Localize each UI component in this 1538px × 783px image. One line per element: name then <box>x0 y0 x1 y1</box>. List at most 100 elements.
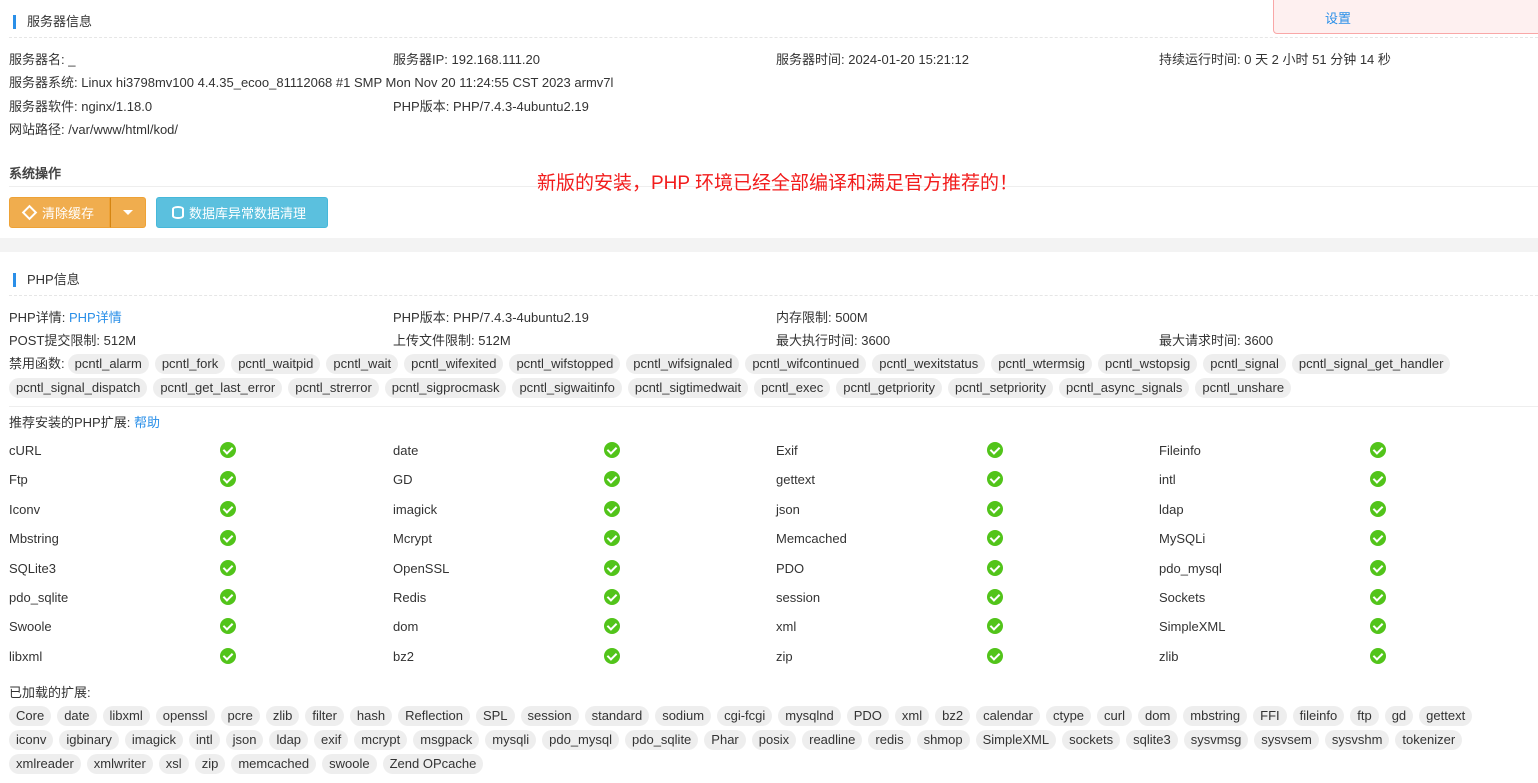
loaded-extension-tag: calendar <box>976 706 1040 726</box>
loaded-extension-tag: xmlwriter <box>86 754 153 774</box>
extension-name: MySQLi <box>1159 531 1206 547</box>
extension-name: libxml <box>9 648 43 664</box>
server-software: 服务器软件: nginx/1.18.0 <box>9 99 153 114</box>
loaded-extension-tag: xmlreader <box>9 754 81 774</box>
loaded-extension-tag: ctype <box>1045 706 1092 726</box>
check-icon <box>1370 559 1386 576</box>
check-icon <box>1370 442 1386 458</box>
php-detail-link[interactable]: PHP详情 <box>68 310 122 325</box>
extension-name: Fileinfo <box>1159 443 1201 458</box>
check-icon <box>987 530 1003 547</box>
annotation-text: 新版的安装，PHP 环境已经全部编译和满足官方推荐的！ <box>537 173 1019 194</box>
loaded-extension-tag: mysqli <box>485 730 537 750</box>
check-icon <box>987 442 1003 458</box>
extension-name: xml <box>776 619 797 635</box>
check-icon <box>1370 500 1386 517</box>
server-time: 服务器时间: 2024-01-20 15:21:12 <box>776 52 969 67</box>
loaded-extension-tag: dom <box>1137 706 1178 726</box>
loaded-extension-tag: bz2 <box>935 706 971 726</box>
loaded-extension-tag: posix <box>751 730 797 750</box>
loaded-extension-tag: openssl <box>155 706 215 726</box>
clear-cache-dropdown-button[interactable] <box>110 197 146 228</box>
db-clean-button[interactable]: 数据库异常数据清理 <box>156 197 328 228</box>
check-icon <box>604 559 620 576</box>
check-icon <box>987 647 1003 664</box>
extension-name: Mbstring <box>9 531 59 547</box>
loaded-extension-tag: fileinfo <box>1292 706 1345 726</box>
max-exec-time: 最大执行时间: 3600 <box>776 333 891 348</box>
loaded-extension-tag: zip <box>194 754 226 774</box>
loaded-extension-tag: FFI <box>1253 706 1287 726</box>
check-icon <box>604 500 620 517</box>
post-limit: POST提交限制: 512M <box>9 333 137 348</box>
check-icon <box>220 589 236 605</box>
php-info-title: PHP信息 <box>13 273 80 287</box>
check-icon <box>220 471 236 488</box>
extension-name: date <box>393 443 419 458</box>
check-icon <box>220 647 236 664</box>
loaded-extension-tag: filter <box>305 706 344 726</box>
extension-name: Iconv <box>9 501 41 517</box>
check-icon <box>987 618 1003 635</box>
loaded-extension-tag: PDO <box>846 706 889 726</box>
help-link[interactable]: 帮助 <box>133 415 160 430</box>
disabled-function-tag: pcntl_alarm <box>67 354 149 374</box>
loaded-extension-tag: gd <box>1384 706 1414 726</box>
divider <box>9 295 1538 296</box>
loaded-extension-tag: sodium <box>655 706 712 726</box>
loaded-extension-tag: shmop <box>916 730 970 750</box>
disabled-function-tag: pcntl_waitpid <box>231 354 321 374</box>
disabled-function-tag: pcntl_wait <box>326 354 399 374</box>
check-icon <box>220 559 236 576</box>
server-path: 网站路径: /var/www/html/kod/ <box>9 122 179 137</box>
disabled-function-tag: pcntl_wtermsig <box>991 354 1092 374</box>
loaded-extension-tag: intl <box>188 730 220 750</box>
extension-name: ldap <box>1159 501 1184 517</box>
check-icon <box>987 500 1003 517</box>
loaded-extension-tag: Phar <box>704 730 746 750</box>
disabled-function-tag: pcntl_wifstopped <box>509 354 621 374</box>
loaded-extension-tag: exif <box>314 730 349 750</box>
disabled-function-tag: pcntl_wexitstatus <box>872 354 986 374</box>
loaded-extension-tag: readline <box>802 730 863 750</box>
extension-name: GD <box>393 472 413 488</box>
section-gap <box>0 238 1538 252</box>
recommended-label: 推荐安装的PHP扩展: 帮助 <box>9 415 160 430</box>
check-icon <box>1370 618 1386 635</box>
extension-name: Mcrypt <box>393 531 432 547</box>
loaded-extension-tag: Zend OPcache <box>382 754 484 774</box>
notice-settings-link[interactable]: 设置 <box>1325 11 1352 26</box>
extension-name: Ftp <box>9 472 28 488</box>
extension-name: SimpleXML <box>1159 619 1226 635</box>
divider <box>9 406 1538 407</box>
check-icon <box>987 589 1003 605</box>
extension-name: SQLite3 <box>9 560 56 576</box>
extension-name: Sockets <box>1159 590 1206 605</box>
extension-name: pdo_sqlite <box>9 590 69 605</box>
disabled-function-tag: pcntl_signal <box>1203 354 1286 374</box>
clear-cache-button[interactable]: 清除缓存 <box>9 197 110 228</box>
loaded-extension-tag: sqlite3 <box>1126 730 1178 750</box>
extension-name: cURL <box>9 443 42 458</box>
disabled-function-tag: pcntl_setpriority <box>948 378 1054 398</box>
check-icon <box>604 589 620 605</box>
php-version: PHP版本: PHP/7.4.3-4ubuntu2.19 <box>393 310 589 325</box>
loaded-extension-tag: gettext <box>1419 706 1473 726</box>
caret-down-icon <box>123 210 133 215</box>
php-detail-label: PHP详情: PHP详情 <box>9 310 122 325</box>
check-icon <box>1370 530 1386 547</box>
check-icon <box>220 618 236 635</box>
database-icon <box>172 206 184 219</box>
extension-name: Redis <box>393 590 427 605</box>
loaded-extension-tag: pdo_mysql <box>542 730 620 750</box>
extension-name: json <box>776 501 800 517</box>
disabled-function-tag: pcntl_exec <box>754 378 831 398</box>
extension-name: OpenSSL <box>393 560 450 576</box>
loaded-extension-tag: SPL <box>475 706 515 726</box>
extension-name: Exif <box>776 443 798 458</box>
clear-cache-label: 清除缓存 <box>42 206 95 221</box>
extension-name: dom <box>393 619 419 635</box>
check-icon <box>220 500 236 517</box>
disabled-function-tag: pcntl_async_signals <box>1059 378 1190 398</box>
loaded-extension-tag: pcre <box>220 706 260 726</box>
